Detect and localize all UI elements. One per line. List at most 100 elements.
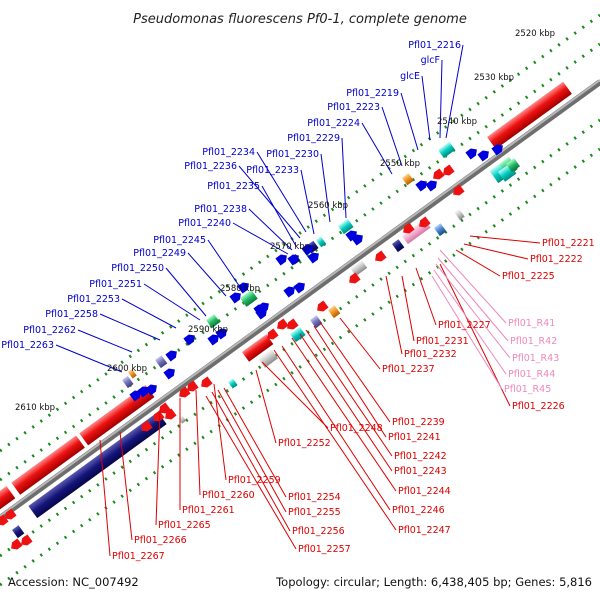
reverse-arrow-icon[interactable]: [3, 508, 17, 522]
forward-arrow-icon[interactable]: [137, 384, 151, 398]
gene-label[interactable]: Pfl01_R43: [512, 353, 559, 364]
gene-label[interactable]: Pfl01_2226: [512, 401, 565, 412]
gene-label[interactable]: Pfl01_2245: [153, 235, 206, 246]
forward-arrow-icon[interactable]: [425, 178, 439, 192]
forward-arrow-icon[interactable]: [293, 280, 307, 294]
reverse-arrow-icon[interactable]: [451, 184, 465, 198]
gene-label[interactable]: Pfl01_2222: [530, 254, 583, 265]
gene-label[interactable]: Pfl01_2236: [184, 161, 237, 172]
gene-label[interactable]: Pfl01_2237: [382, 364, 435, 375]
gene-block[interactable]: [206, 314, 220, 329]
gene-block[interactable]: [128, 369, 137, 379]
gene-label[interactable]: Pfl01_2262: [23, 325, 76, 336]
gene-block[interactable]: [178, 415, 187, 424]
gene-block[interactable]: [310, 315, 323, 329]
gene-label[interactable]: Pfl01_2216: [408, 40, 461, 51]
gene-bar[interactable]: [11, 435, 85, 495]
gene-block[interactable]: [338, 218, 354, 235]
gene-label[interactable]: Pfl01_2242: [394, 451, 447, 462]
gene-label[interactable]: Pfl01_2267: [112, 551, 165, 562]
gene-label[interactable]: Pfl01_2234: [202, 147, 255, 158]
reverse-arrow-icon[interactable]: [417, 216, 431, 230]
gene-label[interactable]: Pfl01_2255: [288, 507, 341, 518]
gene-label[interactable]: Pfl01_2259: [228, 475, 281, 486]
reverse-arrow-icon[interactable]: [199, 376, 213, 390]
gene-label[interactable]: Pfl01_2246: [392, 505, 445, 516]
gene-label[interactable]: Pfl01_2219: [346, 88, 399, 99]
gene-label[interactable]: Pfl01_2241: [388, 432, 441, 443]
gene-label[interactable]: Pfl01_2257: [298, 544, 351, 555]
gene-label[interactable]: Pfl01_2231: [416, 336, 469, 347]
gene-label[interactable]: Pfl01_2243: [394, 466, 447, 477]
reverse-arrow-icon[interactable]: [285, 318, 299, 332]
gene-label[interactable]: Pfl01_2240: [178, 218, 231, 229]
gene-label[interactable]: Pfl01_2258: [45, 309, 98, 320]
reverse-arrow-icon[interactable]: [401, 222, 415, 236]
gene-label[interactable]: Pfl01_2221: [542, 238, 595, 249]
reverse-arrow-icon[interactable]: [139, 420, 153, 434]
gene-block[interactable]: [350, 259, 368, 277]
gene-label[interactable]: Pfl01_2263: [1, 340, 54, 351]
gene-label[interactable]: Pfl01_2252: [278, 438, 331, 449]
reverse-arrow-icon[interactable]: [275, 318, 289, 332]
gene-label[interactable]: Pfl01_2229: [287, 133, 340, 144]
gene-block[interactable]: [12, 525, 25, 539]
gene-block[interactable]: [328, 305, 341, 319]
gene-label[interactable]: Pfl01_R45: [504, 384, 551, 395]
forward-arrow-icon[interactable]: [351, 232, 365, 246]
gene-block[interactable]: [316, 236, 327, 248]
gene-label[interactable]: Pfl01_2227: [438, 320, 491, 331]
gene-label[interactable]: glcE: [400, 71, 420, 82]
gene-label[interactable]: Pfl01_2265: [158, 520, 211, 531]
reverse-arrow-icon[interactable]: [19, 534, 33, 548]
gene-block[interactable]: [242, 334, 274, 362]
gene-label[interactable]: Pfl01_2251: [89, 279, 142, 290]
forward-arrow-icon[interactable]: [307, 250, 321, 264]
gene-label[interactable]: Pfl01_2260: [202, 490, 255, 501]
forward-arrow-icon[interactable]: [183, 332, 197, 346]
gene-bar[interactable]: [487, 81, 572, 150]
forward-arrow-icon[interactable]: [283, 284, 297, 298]
forward-arrow-icon[interactable]: [237, 280, 251, 294]
forward-arrow-icon[interactable]: [477, 148, 491, 162]
gene-label[interactable]: Pfl01_2250: [111, 263, 164, 274]
gene-bar[interactable]: [0, 486, 16, 512]
forward-arrow-icon[interactable]: [215, 326, 229, 340]
gene-label[interactable]: Pfl01_2249: [133, 248, 186, 259]
reverse-arrow-icon[interactable]: [177, 386, 191, 400]
gene-label[interactable]: Pfl01_2247: [398, 525, 451, 536]
gene-label[interactable]: Pfl01_2233: [246, 165, 299, 176]
reverse-arrow-icon[interactable]: [151, 410, 165, 424]
forward-arrow-icon[interactable]: [491, 142, 505, 156]
gene-label[interactable]: Pfl01_2235: [207, 181, 260, 192]
gene-label[interactable]: glcF: [421, 55, 440, 66]
gene-label[interactable]: Pfl01_R41: [508, 318, 555, 329]
forward-arrow-icon[interactable]: [275, 252, 289, 266]
forward-arrow-icon[interactable]: [415, 178, 429, 192]
forward-arrow-icon[interactable]: [163, 366, 177, 380]
forward-arrow-icon[interactable]: [129, 388, 143, 402]
forward-arrow-icon[interactable]: [301, 242, 315, 256]
forward-arrow-icon[interactable]: [287, 252, 301, 266]
reverse-arrow-icon[interactable]: [0, 514, 9, 528]
forward-arrow-icon[interactable]: [257, 300, 271, 314]
gene-label[interactable]: Pfl01_2238: [194, 204, 247, 215]
gene-label[interactable]: Pfl01_R44: [508, 369, 555, 380]
reverse-arrow-icon[interactable]: [185, 380, 199, 394]
gene-label[interactable]: Pfl01_2223: [327, 102, 380, 113]
reverse-arrow-icon[interactable]: [373, 250, 387, 264]
gene-block[interactable]: [402, 173, 414, 186]
gene-block[interactable]: [240, 289, 258, 307]
reverse-arrow-icon[interactable]: [157, 402, 171, 416]
reverse-arrow-icon[interactable]: [265, 328, 279, 342]
reverse-arrow-icon[interactable]: [441, 164, 455, 178]
gene-label[interactable]: Pfl01_R42: [510, 336, 557, 347]
gene-label[interactable]: Pfl01_2225: [502, 271, 555, 282]
gene-label[interactable]: Pfl01_2244: [398, 486, 451, 497]
gene-label[interactable]: Pfl01_2230: [266, 149, 319, 160]
gene-block[interactable]: [155, 355, 168, 369]
gene-label[interactable]: Pfl01_2232: [404, 349, 457, 360]
reverse-arrow-icon[interactable]: [431, 168, 445, 182]
gene-block[interactable]: [434, 223, 447, 237]
gene-bar[interactable]: [28, 411, 167, 519]
